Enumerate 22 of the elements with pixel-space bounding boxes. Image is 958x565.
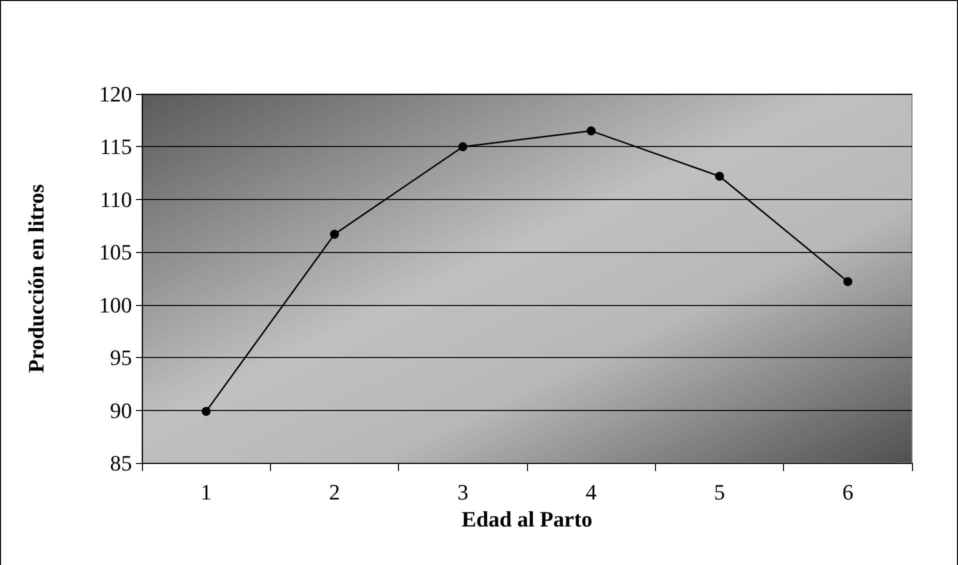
point: [586, 126, 596, 136]
point: [715, 172, 724, 181]
y-tick-label: 120: [99, 82, 132, 106]
y-tick-label: 85: [110, 450, 132, 476]
x-tick-label: 6: [842, 480, 854, 504]
point: [330, 230, 339, 239]
y-tick-label: 95: [110, 345, 132, 370]
y-tick-label: 110: [100, 186, 132, 212]
y-tick-label: 105: [99, 240, 132, 265]
x-tick-label: 5: [714, 480, 725, 504]
point: [458, 142, 468, 152]
y-tick-label: 90: [110, 398, 132, 423]
point: [843, 277, 852, 286]
x-tick-label: 3: [457, 480, 468, 504]
y-tick-label: 100: [99, 292, 132, 318]
x-tick-label: 2: [329, 480, 340, 504]
point: [202, 406, 211, 416]
x-tick-label: 1: [200, 480, 212, 504]
x-tick-label: 4: [586, 480, 597, 504]
y-tick-label: 115: [100, 134, 132, 160]
y-axis-title: Producción en litros: [24, 184, 48, 373]
x-axis-title: Edad al Parto: [462, 506, 592, 532]
